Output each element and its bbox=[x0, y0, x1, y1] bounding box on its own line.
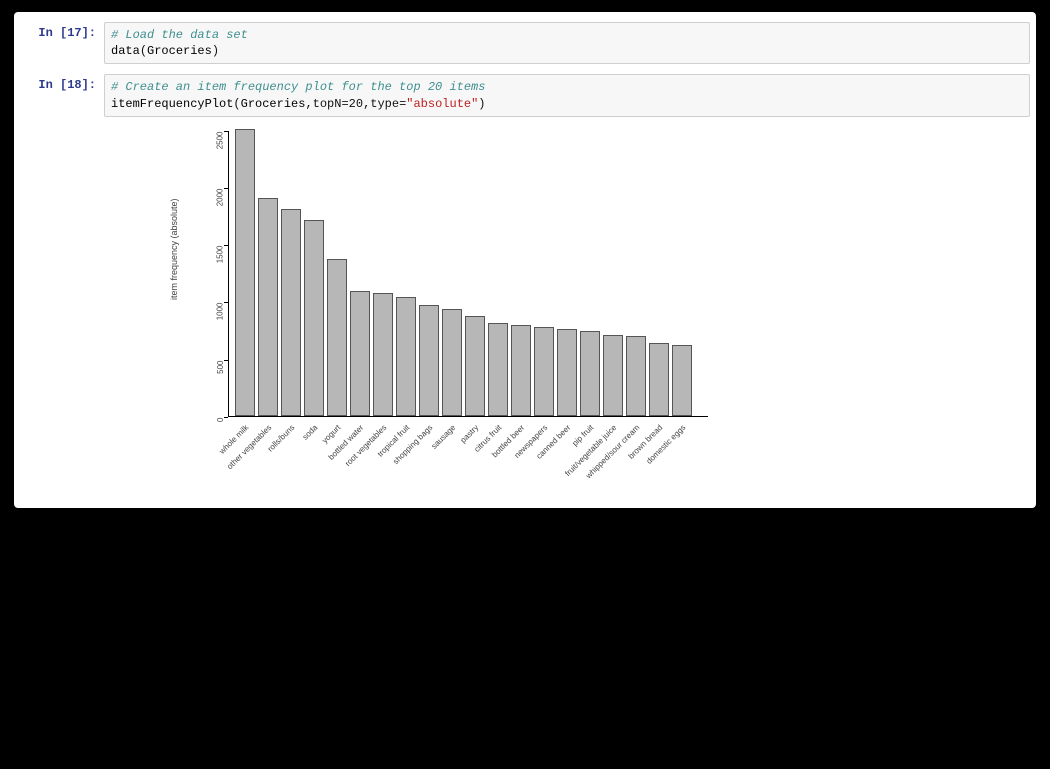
chart-axis bbox=[228, 131, 708, 417]
code-input[interactable]: # Load the data set data(Groceries) bbox=[104, 22, 1030, 64]
bar bbox=[235, 129, 255, 416]
y-tick-mark bbox=[224, 131, 228, 132]
y-tick-mark bbox=[224, 360, 228, 361]
bar bbox=[626, 336, 646, 416]
code-line: itemFrequencyPlot(Groceries,topN=20,type… bbox=[111, 97, 486, 111]
code-token: ) bbox=[212, 44, 219, 58]
bar bbox=[534, 327, 554, 416]
code-token: ,topN bbox=[305, 97, 341, 111]
bar bbox=[511, 325, 531, 415]
code-token: ( bbox=[233, 97, 240, 111]
code-input[interactable]: # Create an item frequency plot for the … bbox=[104, 74, 1030, 116]
y-tick-mark bbox=[224, 417, 228, 418]
bar bbox=[304, 220, 324, 416]
code-token: "absolute" bbox=[406, 97, 478, 111]
cell-prompt: In [18]: bbox=[26, 74, 104, 92]
code-token: data bbox=[111, 44, 140, 58]
bar bbox=[488, 323, 508, 416]
y-axis-label: item frequency (absolute) bbox=[169, 198, 179, 300]
bar bbox=[350, 291, 370, 416]
bar bbox=[373, 293, 393, 415]
code-token: ,type bbox=[363, 97, 399, 111]
bar bbox=[603, 335, 623, 416]
code-cell: In [17]: # Load the data set data(Grocer… bbox=[14, 22, 1036, 64]
code-comment: # Create an item frequency plot for the … bbox=[111, 80, 485, 94]
bar bbox=[281, 209, 301, 416]
bars-container bbox=[229, 131, 708, 416]
code-token: = bbox=[341, 97, 348, 111]
code-token: 20 bbox=[349, 97, 363, 111]
bar bbox=[672, 345, 692, 416]
y-tick-label: 1000 bbox=[216, 303, 225, 321]
y-tick-mark bbox=[224, 245, 228, 246]
bar bbox=[327, 259, 347, 416]
code-token: itemFrequencyPlot bbox=[111, 97, 233, 111]
y-ticks: 05001000150020002500 bbox=[196, 127, 224, 417]
bar bbox=[557, 329, 577, 416]
bar bbox=[419, 305, 439, 416]
y-tick-mark bbox=[224, 302, 228, 303]
y-tick-label: 500 bbox=[216, 360, 225, 373]
cell-prompt: In [17]: bbox=[26, 22, 104, 40]
bar bbox=[649, 343, 669, 416]
bar bbox=[465, 316, 485, 416]
bar bbox=[396, 297, 416, 416]
bar bbox=[258, 198, 278, 415]
code-token: ( bbox=[140, 44, 147, 58]
code-token: ) bbox=[478, 97, 485, 111]
y-tick-label: 2500 bbox=[216, 131, 225, 149]
y-tick-label: 1500 bbox=[216, 246, 225, 264]
y-tick-mark bbox=[224, 188, 228, 189]
y-tick-label: 2000 bbox=[216, 188, 225, 206]
code-cell: In [18]: # Create an item frequency plot… bbox=[14, 74, 1036, 116]
code-token: Groceries bbox=[147, 44, 212, 58]
y-tick-label: 0 bbox=[216, 417, 225, 421]
notebook-container: In [17]: # Load the data set data(Grocer… bbox=[14, 12, 1036, 508]
bar bbox=[442, 309, 462, 415]
bar bbox=[580, 331, 600, 416]
x-labels: whole milkother vegetablesrolls/bunssoda… bbox=[228, 419, 708, 489]
code-comment: # Load the data set bbox=[111, 28, 248, 42]
output-plot: item frequency (absolute) 05001000150020… bbox=[174, 127, 714, 487]
code-line: data(Groceries) bbox=[111, 44, 219, 58]
code-token: Groceries bbox=[241, 97, 306, 111]
